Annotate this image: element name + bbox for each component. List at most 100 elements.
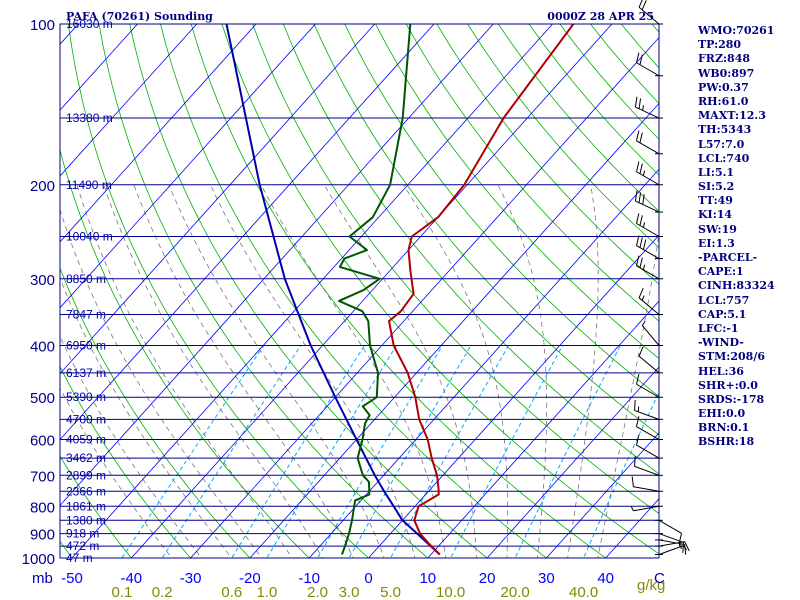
temperature-unit-label: C bbox=[654, 570, 665, 587]
moist-adiabat bbox=[597, 229, 659, 558]
index-item: CAP:5.1 bbox=[698, 307, 747, 321]
index-item: EI:1.3 bbox=[698, 236, 735, 250]
wind-barb-staff bbox=[636, 383, 660, 398]
pressure-tick-label: 700 bbox=[30, 468, 55, 485]
chart-profiles bbox=[225, 24, 575, 556]
wind-barb-half-flag bbox=[680, 543, 682, 549]
mixing-ratio-label: 0.6 bbox=[221, 584, 242, 600]
wind-barb-flag bbox=[635, 434, 640, 446]
dry-adiabat bbox=[221, 24, 659, 555]
index-item: SW:19 bbox=[698, 222, 737, 236]
wind-barb-flag bbox=[642, 194, 645, 205]
mixing-ratio-label: 0.1 bbox=[112, 584, 133, 600]
wind-barb-flag bbox=[634, 96, 638, 108]
wind-barb-staff bbox=[636, 444, 660, 459]
wind-barb-staff bbox=[636, 265, 660, 280]
mixing-ratio-line bbox=[121, 345, 265, 558]
temperature-tick-label: -10 bbox=[298, 570, 320, 587]
isotherm bbox=[60, 24, 198, 177]
wind-barb-staff bbox=[636, 140, 660, 155]
isotherm bbox=[60, 24, 257, 243]
index-item: BSHR:18 bbox=[698, 435, 755, 449]
isotherm bbox=[60, 24, 435, 441]
wind-barb-flag bbox=[678, 533, 683, 544]
moist-adiabat bbox=[567, 184, 599, 558]
index-item: KI:14 bbox=[698, 208, 733, 222]
wind-barb bbox=[634, 190, 663, 213]
moist-adiabat bbox=[60, 208, 262, 558]
wind-barb-flag bbox=[634, 455, 636, 467]
wind-barb-flag bbox=[639, 132, 643, 143]
wind-barb-flag bbox=[639, 237, 643, 248]
index-item: FRZ:848 bbox=[698, 52, 751, 66]
temperature-trace bbox=[388, 24, 575, 556]
height-label: 7847 m bbox=[66, 308, 106, 322]
moist-adiabat bbox=[403, 184, 509, 558]
isotherm bbox=[486, 366, 659, 558]
mixing-ratio-label: 40.0 bbox=[569, 584, 598, 600]
index-item: EHI:0.0 bbox=[698, 407, 746, 421]
wind-barb-flag bbox=[638, 346, 644, 357]
wind-barb-staff bbox=[633, 505, 660, 512]
index-item: PW:0.37 bbox=[698, 80, 749, 94]
wind-barb-flag bbox=[635, 130, 640, 141]
pressure-tick-label: 1000 bbox=[22, 551, 55, 568]
index-item: TH:5343 bbox=[698, 123, 752, 137]
index-item: LCL:757 bbox=[698, 293, 750, 307]
index-item: LCL:740 bbox=[698, 151, 750, 165]
wind-barb-flag bbox=[684, 544, 687, 555]
height-label: 918 m bbox=[66, 527, 99, 541]
height-label: 6950 m bbox=[66, 339, 106, 353]
moist-adiabat bbox=[60, 277, 232, 558]
height-label: 5390 m bbox=[66, 390, 106, 404]
moist-adiabat bbox=[60, 335, 202, 558]
wind-barb-flag bbox=[638, 288, 644, 299]
index-item: STM:208/6 bbox=[698, 350, 765, 364]
dry-adiabat bbox=[313, 24, 659, 436]
chart-grid bbox=[60, 24, 659, 558]
height-label: 11490 m bbox=[66, 178, 112, 192]
dry-adiabat bbox=[375, 24, 659, 360]
wind-barb-flag bbox=[639, 257, 643, 268]
pressure-unit-label: mb bbox=[32, 570, 53, 587]
height-label: 2899 m bbox=[66, 468, 106, 482]
moist-adiabat bbox=[103, 184, 323, 558]
pressure-tick-label: 300 bbox=[30, 272, 55, 289]
wind-barb-staff bbox=[658, 519, 682, 534]
mixing-ratio-label: 0.2 bbox=[152, 584, 173, 600]
temperature-tick-label: 0 bbox=[364, 570, 372, 587]
dry-adiabat bbox=[190, 24, 607, 558]
index-item: WB0:897 bbox=[698, 66, 755, 80]
index-item: L57:7.0 bbox=[698, 137, 745, 151]
wind-barb-staff bbox=[641, 325, 660, 346]
mixing-ratio-label: 5.0 bbox=[380, 584, 401, 600]
mixing-ratio-label: 20.0 bbox=[501, 584, 530, 600]
station-title: PAFA (70261) Sounding bbox=[66, 10, 213, 23]
wind-barb-flag bbox=[631, 476, 634, 487]
mixing-ratio-line bbox=[266, 345, 397, 558]
mixing-ratio-line bbox=[348, 345, 472, 558]
index-item: BRN:0.1 bbox=[698, 421, 750, 435]
wind-barb-half-flag bbox=[642, 264, 646, 270]
isotherm bbox=[427, 300, 659, 558]
height-label: 8850 m bbox=[66, 272, 106, 286]
moist-adiabat bbox=[497, 184, 548, 558]
isotherm bbox=[130, 24, 613, 558]
plot-frame bbox=[59, 23, 660, 559]
wind-barb-flag bbox=[635, 235, 640, 246]
height-label: 13380 m bbox=[66, 111, 113, 125]
index-item: TT:49 bbox=[698, 194, 733, 208]
wind-barb-staff bbox=[658, 539, 685, 545]
wind-barb-flag bbox=[684, 541, 690, 552]
dry-adiabat bbox=[98, 24, 429, 558]
temperature-tick-label: 30 bbox=[538, 570, 555, 587]
wind-barb bbox=[635, 130, 663, 155]
moist-adiabat bbox=[60, 387, 173, 558]
wind-barb-staff bbox=[636, 62, 660, 77]
wind-barb-flag bbox=[639, 215, 643, 226]
index-item: CINH:83324 bbox=[698, 279, 775, 293]
index-item: -PARCEL- bbox=[698, 251, 758, 264]
stability-indices: WMO:70261 TP:280 FRZ:848 WB0:897 PW:0.37 RH:6… bbox=[698, 24, 775, 450]
height-label: 3462 m bbox=[66, 451, 106, 465]
